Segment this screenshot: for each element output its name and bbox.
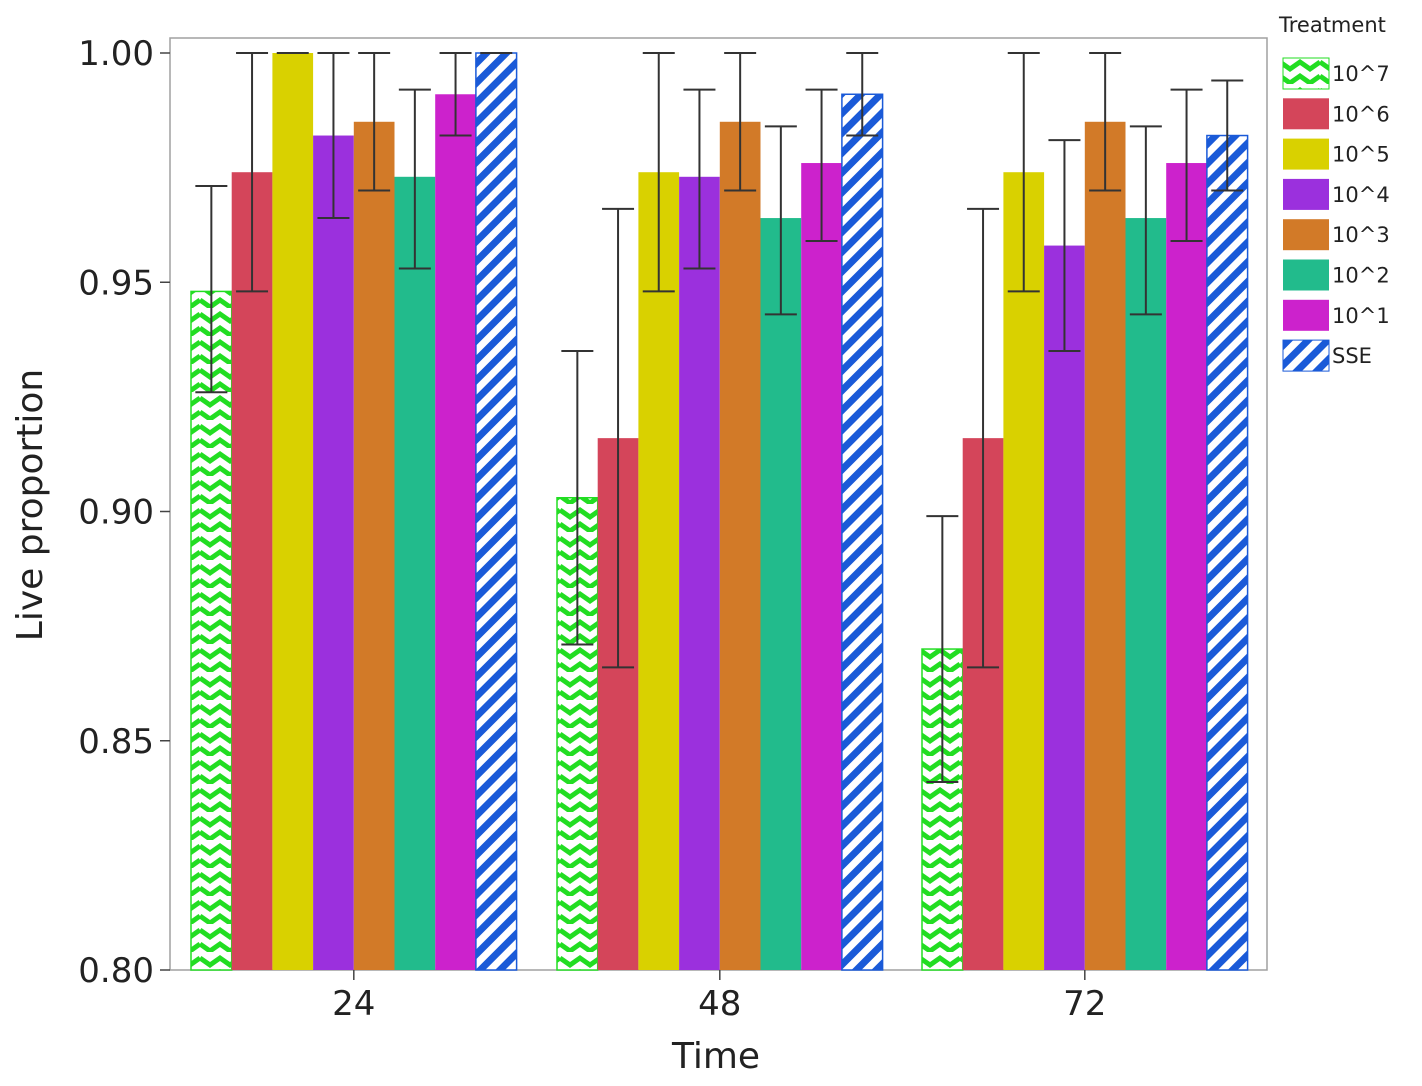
error-bar [195,184,228,394]
error-bar [602,207,635,669]
legend-swatch [1283,178,1329,210]
bar-10-7-t24 [190,290,233,971]
bar-10-5-t48 [638,172,680,970]
bar-10-1-t48 [801,163,842,971]
legend-label: 10^7 [1332,62,1390,86]
x-tick-label: 48 [698,984,741,1024]
x-tick-label: 24 [332,984,375,1024]
bar-SSE-t24 [475,52,518,971]
legend-swatch [1282,339,1330,372]
legend-label: 10^5 [1332,143,1390,167]
bar-SSE-t72 [1206,134,1249,971]
legend-label: 10^1 [1332,304,1390,328]
error-bar [805,88,838,242]
error-bars-group [195,52,1244,784]
error-bar [236,52,269,293]
y-tick-label: 0.80 [78,951,154,991]
legend-label: 10^3 [1332,223,1390,247]
legend-swatch [1283,219,1329,251]
error-bar [967,207,1000,669]
legend-swatch [1283,138,1329,170]
legend-item: 10^5 [1283,138,1390,170]
error-bar [1211,79,1244,192]
error-bar [1129,125,1162,316]
bar-SSE-t48 [841,93,884,971]
bar-10-4-t24 [313,135,354,970]
bar-10-2-t48 [760,218,802,970]
error-bar [846,52,879,137]
error-bar [1048,139,1081,353]
error-bar [1170,88,1203,242]
y-tick-label: 1.00 [78,34,154,74]
legend-label: 10^2 [1332,264,1390,288]
x-tick-label: 72 [1063,984,1106,1024]
y-axis: 0.80 0.85 0.90 0.95 1.00 [78,34,170,991]
error-bar [398,88,431,270]
bars-group [190,52,1249,971]
bar-10-1-t24 [435,94,476,970]
legend: Treatment 10^7 10^6 10^5 10^4 10^3 10^2 10^1 SS… [1278,13,1390,372]
legend-item: 10^7 [1282,57,1390,90]
legend-swatch [1282,57,1330,90]
bar-10-5-t72 [1003,172,1045,970]
y-tick-label: 0.95 [78,263,154,303]
error-bar [642,52,675,293]
error-bar [439,52,472,137]
legend-swatch [1283,98,1329,130]
legend-title: Treatment [1278,13,1386,37]
bar-10-4-t72 [1044,245,1085,970]
legend-swatch [1283,299,1329,331]
legend-swatch [1283,259,1329,291]
error-bar [764,125,797,316]
bar-10-2-t72 [1125,218,1167,970]
error-bar [1089,52,1122,192]
legend-item: 10^1 [1283,299,1390,331]
y-tick-label: 0.85 [78,722,154,762]
bar-10-3-t72 [1084,121,1126,970]
error-bar [926,515,959,784]
x-axis: 24 48 72 [332,970,1106,1024]
x-axis-title: Time [671,1036,760,1077]
error-bar [724,52,757,192]
legend-label: 10^6 [1332,102,1390,126]
error-bar [561,350,594,646]
legend-item: 10^6 [1283,98,1390,130]
bar-10-6-t24 [231,172,273,970]
error-bar [683,88,716,270]
y-tick-label: 0.90 [78,493,154,533]
error-bar [317,52,350,220]
bar-10-1-t72 [1166,163,1207,971]
y-axis-title: Live proportion [10,369,51,641]
legend-label: 10^4 [1332,183,1390,207]
bar-10-3-t24 [353,121,395,970]
legend-item: SSE [1282,339,1372,372]
legend-item: 10^3 [1283,219,1390,251]
bar-10-4-t48 [679,176,720,971]
bar-10-2-t24 [394,176,436,971]
error-bar [1007,52,1040,293]
bar-10-3-t48 [719,121,761,970]
legend-label: SSE [1332,344,1372,368]
error-bar [358,52,391,192]
legend-item: 10^2 [1283,259,1390,291]
bar-10-5-t24 [272,53,314,970]
legend-item: 10^4 [1283,178,1390,210]
